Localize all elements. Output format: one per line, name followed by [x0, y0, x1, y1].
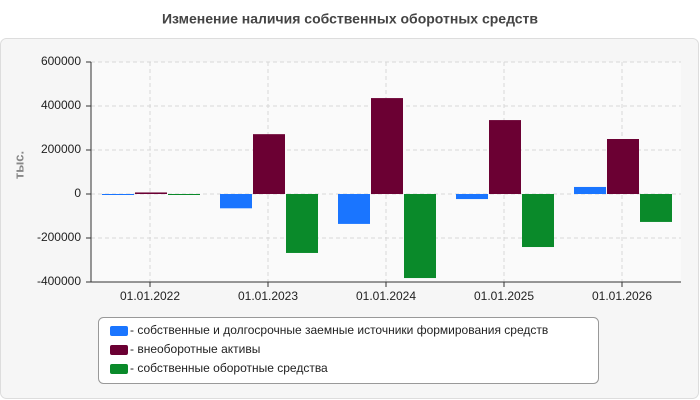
legend-swatch	[110, 326, 128, 336]
bar	[338, 194, 370, 224]
bar	[456, 194, 488, 200]
x-tick-label: 01.01.2024	[356, 289, 416, 303]
bar	[640, 194, 672, 222]
y-tick-label: 0	[74, 186, 81, 200]
bar	[404, 194, 436, 279]
y-axis-label: тыс.	[11, 151, 26, 179]
bar	[286, 194, 318, 253]
bar	[371, 98, 403, 194]
legend-label: - собственные и долгосрочные заемные ист…	[130, 323, 548, 337]
bar	[489, 120, 521, 194]
legend	[98, 317, 599, 384]
bar	[522, 194, 554, 248]
legend-label: - собственные оборотные средства	[130, 361, 328, 375]
y-tick-label: -400000	[37, 274, 81, 288]
chart-title: Изменение наличия собственных оборотных …	[162, 11, 538, 27]
y-tick-label: 600000	[41, 54, 81, 68]
bar	[135, 192, 167, 194]
legend-swatch	[110, 364, 128, 374]
y-tick-label: 400000	[41, 98, 81, 112]
bar	[574, 186, 606, 194]
x-tick-label: 01.01.2026	[592, 289, 652, 303]
x-tick-label: 01.01.2023	[238, 289, 298, 303]
y-tick-label: -200000	[37, 230, 81, 244]
legend-swatch	[110, 345, 128, 355]
legend-label: - внеоборотные активы	[130, 342, 260, 356]
bar	[607, 139, 639, 194]
x-tick-label: 01.01.2025	[474, 289, 534, 303]
y-tick-label: 200000	[41, 142, 81, 156]
bar	[253, 134, 285, 194]
x-tick-label: 01.01.2022	[120, 289, 180, 303]
bar	[102, 194, 134, 195]
bar	[168, 194, 200, 195]
bar	[220, 194, 252, 209]
